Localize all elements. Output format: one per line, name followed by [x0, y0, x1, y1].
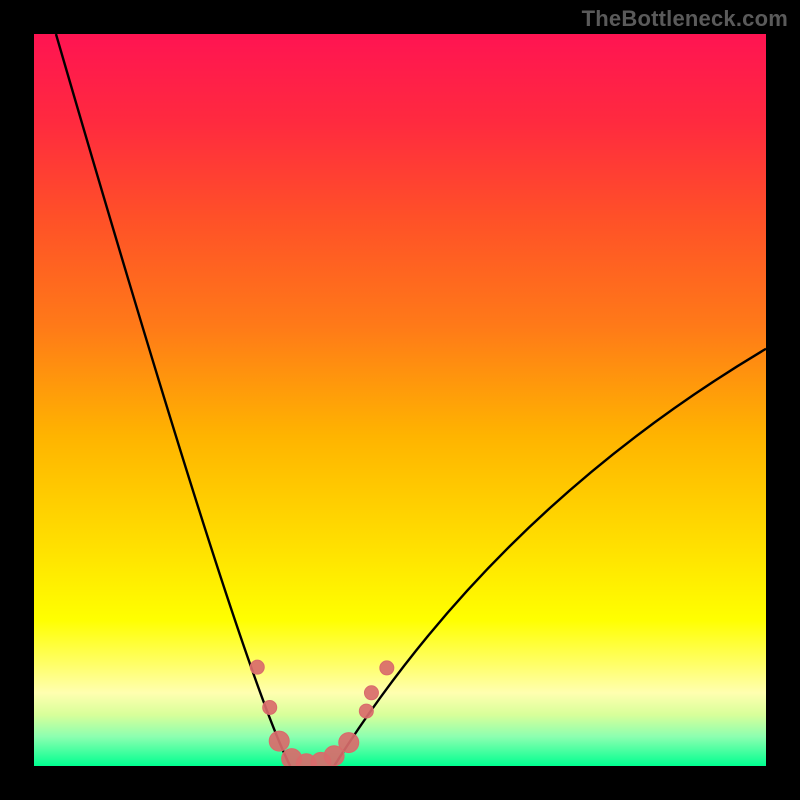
data-marker	[339, 733, 359, 753]
chart-background	[34, 34, 766, 766]
data-marker	[263, 700, 277, 714]
plot-area	[34, 34, 766, 766]
watermark-text: TheBottleneck.com	[582, 6, 788, 32]
data-marker	[380, 661, 394, 675]
data-marker	[359, 704, 373, 718]
chart-outer-frame: TheBottleneck.com	[0, 0, 800, 800]
data-marker	[269, 731, 289, 751]
data-marker	[364, 686, 378, 700]
chart-svg	[34, 34, 766, 766]
data-marker	[250, 660, 264, 674]
